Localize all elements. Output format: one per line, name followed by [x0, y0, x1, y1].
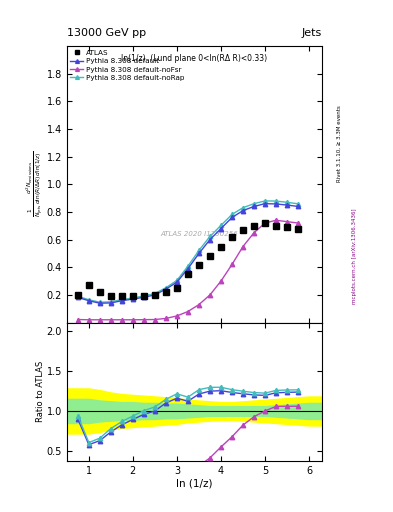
Pythia 8.308 default-noFsr	[152, 316, 157, 323]
Pythia 8.308 default	[141, 294, 146, 301]
Pythia 8.308 default-noRap	[285, 199, 289, 205]
Pythia 8.308 default-noRap	[86, 296, 91, 303]
Line: Pythia 8.308 default: Pythia 8.308 default	[75, 201, 300, 306]
Pythia 8.308 default	[163, 286, 168, 292]
Pythia 8.308 default-noFsr	[263, 220, 267, 226]
Pythia 8.308 default	[152, 292, 157, 298]
ATLAS	[274, 223, 278, 229]
Pythia 8.308 default-noRap	[119, 296, 124, 303]
ATLAS	[285, 224, 289, 230]
Pythia 8.308 default-noRap	[75, 293, 80, 300]
ATLAS	[86, 282, 91, 288]
Line: Pythia 8.308 default-noRap: Pythia 8.308 default-noRap	[75, 199, 300, 305]
Pythia 8.308 default-noRap	[208, 233, 212, 240]
Pythia 8.308 default-noRap	[185, 263, 190, 269]
Pythia 8.308 default-noRap	[163, 285, 168, 291]
ATLAS	[241, 227, 245, 233]
Pythia 8.308 default-noRap	[152, 290, 157, 296]
Text: ATLAS 2020 I1790256: ATLAS 2020 I1790256	[161, 231, 239, 237]
Pythia 8.308 default	[252, 203, 256, 209]
ATLAS	[130, 293, 135, 300]
Pythia 8.308 default-noFsr	[296, 220, 300, 226]
Pythia 8.308 default	[119, 297, 124, 304]
ATLAS	[219, 244, 223, 250]
Pythia 8.308 default	[263, 201, 267, 207]
Pythia 8.308 default-noFsr	[97, 317, 102, 323]
Pythia 8.308 default	[296, 203, 300, 209]
Pythia 8.308 default	[108, 300, 113, 306]
Pythia 8.308 default-noFsr	[163, 315, 168, 322]
Pythia 8.308 default-noFsr	[86, 317, 91, 323]
Pythia 8.308 default-noFsr	[219, 278, 223, 284]
Pythia 8.308 default-noRap	[196, 247, 201, 253]
Y-axis label: Ratio to ATLAS: Ratio to ATLAS	[36, 361, 45, 422]
Pythia 8.308 default-noRap	[141, 293, 146, 299]
Pythia 8.308 default-noFsr	[174, 313, 179, 319]
Pythia 8.308 default-noRap	[230, 211, 234, 218]
Text: Rivet 3.1.10, ≥ 3.3M events: Rivet 3.1.10, ≥ 3.3M events	[337, 105, 342, 182]
ATLAS	[263, 220, 267, 226]
Pythia 8.308 default-noFsr	[75, 316, 80, 323]
Pythia 8.308 default-noRap	[296, 201, 300, 207]
Pythia 8.308 default	[196, 250, 201, 257]
Pythia 8.308 default-noRap	[97, 299, 102, 305]
Pythia 8.308 default	[285, 202, 289, 208]
ATLAS	[252, 223, 256, 229]
Pythia 8.308 default-noFsr	[108, 317, 113, 323]
Pythia 8.308 default	[241, 207, 245, 214]
Pythia 8.308 default-noRap	[219, 222, 223, 228]
ATLAS	[108, 293, 113, 299]
Pythia 8.308 default-noFsr	[208, 292, 212, 298]
Pythia 8.308 default	[86, 297, 91, 304]
Pythia 8.308 default-noRap	[174, 278, 179, 284]
Pythia 8.308 default-noFsr	[241, 244, 245, 250]
Text: ln(1/z)  (Lund plane 0<ln(RΔ R)<0.33): ln(1/z) (Lund plane 0<ln(RΔ R)<0.33)	[121, 54, 268, 63]
Pythia 8.308 default	[75, 294, 80, 301]
Pythia 8.308 default-noRap	[252, 201, 256, 207]
Pythia 8.308 default	[230, 215, 234, 221]
X-axis label: ln (1/z): ln (1/z)	[176, 478, 213, 488]
ATLAS	[196, 262, 201, 268]
Pythia 8.308 default	[219, 225, 223, 231]
Text: 13000 GeV pp: 13000 GeV pp	[67, 28, 146, 38]
ATLAS	[163, 289, 168, 295]
Pythia 8.308 default-noRap	[241, 205, 245, 211]
ATLAS	[119, 293, 124, 299]
Line: Pythia 8.308 default-noFsr: Pythia 8.308 default-noFsr	[75, 218, 300, 322]
Pythia 8.308 default-noRap	[130, 295, 135, 301]
Pythia 8.308 default	[274, 201, 278, 207]
ATLAS	[75, 291, 80, 297]
ATLAS	[296, 225, 300, 231]
Pythia 8.308 default-noFsr	[141, 316, 146, 323]
Pythia 8.308 default-noFsr	[119, 317, 124, 323]
Pythia 8.308 default-noFsr	[274, 217, 278, 223]
Text: Jets: Jets	[302, 28, 322, 38]
Text: mcplots.cern.ch [arXiv:1306.3436]: mcplots.cern.ch [arXiv:1306.3436]	[352, 208, 357, 304]
Pythia 8.308 default-noRap	[263, 198, 267, 204]
Pythia 8.308 default-noFsr	[196, 302, 201, 308]
Pythia 8.308 default-noFsr	[185, 308, 190, 314]
ATLAS	[208, 253, 212, 259]
Legend: ATLAS, Pythia 8.308 default, Pythia 8.308 default-noFsr, Pythia 8.308 default-no: ATLAS, Pythia 8.308 default, Pythia 8.30…	[69, 48, 185, 82]
Pythia 8.308 default-noRap	[108, 299, 113, 305]
Pythia 8.308 default	[174, 279, 179, 285]
ATLAS	[141, 293, 146, 299]
Pythia 8.308 default	[185, 266, 190, 272]
Pythia 8.308 default	[97, 300, 102, 306]
Pythia 8.308 default-noFsr	[285, 219, 289, 225]
ATLAS	[152, 292, 157, 298]
Pythia 8.308 default	[208, 237, 212, 243]
Pythia 8.308 default	[130, 296, 135, 302]
ATLAS	[185, 271, 190, 278]
Y-axis label: $\frac{1}{N_{\mathrm{jets}}}\frac{d^2 N_{\mathrm{emissions}}}{d\ln(R/\Delta R)\,: $\frac{1}{N_{\mathrm{jets}}}\frac{d^2 N_…	[25, 151, 45, 218]
Pythia 8.308 default-noRap	[274, 198, 278, 204]
ATLAS	[230, 234, 234, 240]
Pythia 8.308 default-noFsr	[230, 262, 234, 268]
ATLAS	[174, 285, 179, 291]
Pythia 8.308 default-noFsr	[130, 317, 135, 323]
ATLAS	[97, 289, 102, 295]
Line: ATLAS: ATLAS	[75, 220, 301, 299]
Pythia 8.308 default-noFsr	[252, 229, 256, 236]
